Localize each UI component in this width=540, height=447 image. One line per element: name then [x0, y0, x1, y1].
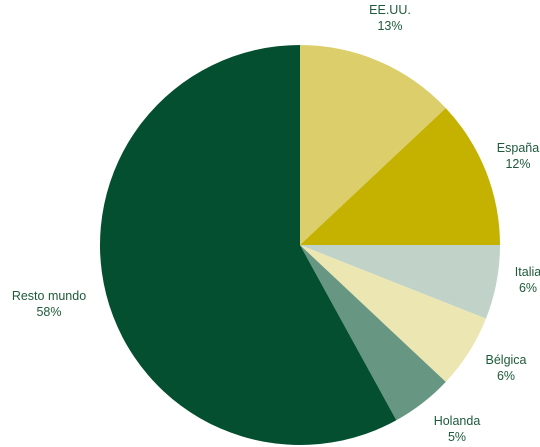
- slice-label: Italia: [515, 265, 540, 279]
- slice-percent-label: 58%: [36, 305, 61, 319]
- slice-percent-label: 6%: [497, 369, 515, 383]
- slice-label: España: [497, 141, 539, 155]
- slice-label: Holanda: [434, 414, 481, 428]
- slice-percent-label: 13%: [377, 19, 402, 33]
- slice-label: Resto mundo: [12, 289, 86, 303]
- pie-slice-b-lgica: [300, 245, 486, 382]
- slice-percent-label: 12%: [505, 157, 530, 171]
- pie-slice-resto-mundo: [99, 44, 397, 445]
- slice-label: EE.UU.: [369, 3, 411, 17]
- pie-slice-holanda: [300, 245, 446, 421]
- slice-label: Bélgica: [486, 353, 527, 367]
- slice-percent-label: 6%: [519, 281, 537, 295]
- pie-slice-ee-uu-: [300, 45, 446, 245]
- pie-slice-espa-a: [300, 108, 500, 245]
- pie-slices: [99, 44, 501, 445]
- slice-percent-label: 5%: [448, 430, 466, 444]
- pie-slice-italia: [300, 245, 501, 319]
- pie-labels: EE.UU. 13% España 12% Italia 6% Bélgica 6% Holan…: [12, 3, 540, 444]
